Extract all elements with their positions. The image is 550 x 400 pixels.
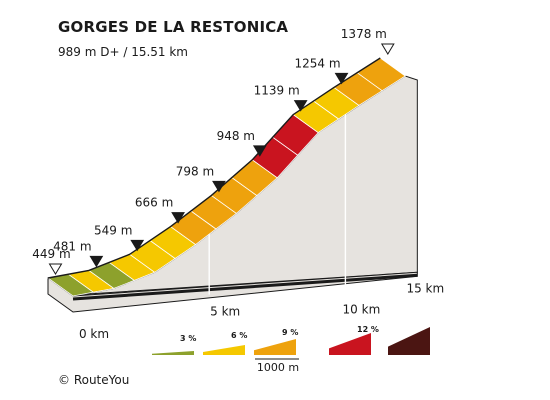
- chart-title: GORGES DE LA RESTONICA: [58, 18, 289, 36]
- elevation-marker-label: 1139 m: [254, 84, 300, 98]
- elevation-marker-label: 666 m: [135, 196, 173, 210]
- distance-tick-label: 5 km: [210, 305, 240, 319]
- elevation-marker-triangle: [380, 43, 395, 55]
- elevation-marker-triangle: [130, 239, 145, 252]
- elevation-marker-label: 1254 m: [294, 56, 340, 70]
- legend-swatch: [203, 345, 245, 355]
- legend-label: 9 %: [282, 328, 298, 337]
- elevation-marker-label: 481 m: [53, 239, 91, 253]
- legend-swatch: [388, 327, 430, 355]
- legend-swatch: [152, 351, 194, 355]
- elevation-marker-triangle: [334, 72, 349, 85]
- elevation-marker-label: 449 m: [32, 247, 70, 261]
- legend-swatch: [254, 339, 296, 355]
- ground-line: [72, 273, 418, 301]
- elevation-marker-triangle: [212, 180, 226, 193]
- legend-label: 6 %: [231, 331, 247, 340]
- elevation-marker-label: 549 m: [94, 223, 132, 237]
- distance-tick-label: 15 km: [406, 281, 444, 295]
- legend-label: 12 %: [357, 325, 379, 334]
- distance-tick-label: 0 km: [79, 327, 109, 341]
- distance-tick-label: 10 km: [343, 302, 381, 316]
- elevation-marker-label: 948 m: [217, 129, 255, 143]
- chart-subtitle: 989 m D+ / 15.51 km: [58, 45, 188, 59]
- elevation-marker-triangle: [293, 100, 308, 112]
- elevation-marker-triangle: [48, 263, 63, 275]
- legend-swatch: [329, 333, 371, 355]
- profile-top-edge: [47, 57, 381, 279]
- legend-label: 3 %: [180, 334, 196, 343]
- elevation-marker-triangle: [89, 255, 104, 268]
- copyright-notice: © RouteYou: [58, 373, 130, 387]
- elevation-marker-triangle: [171, 212, 185, 224]
- legend-scale-label: 1000 m: [257, 361, 299, 374]
- elevation-marker-triangle: [252, 145, 267, 157]
- elevation-marker-label: 1378 m: [341, 27, 387, 41]
- elevation-marker-label: 798 m: [176, 164, 214, 178]
